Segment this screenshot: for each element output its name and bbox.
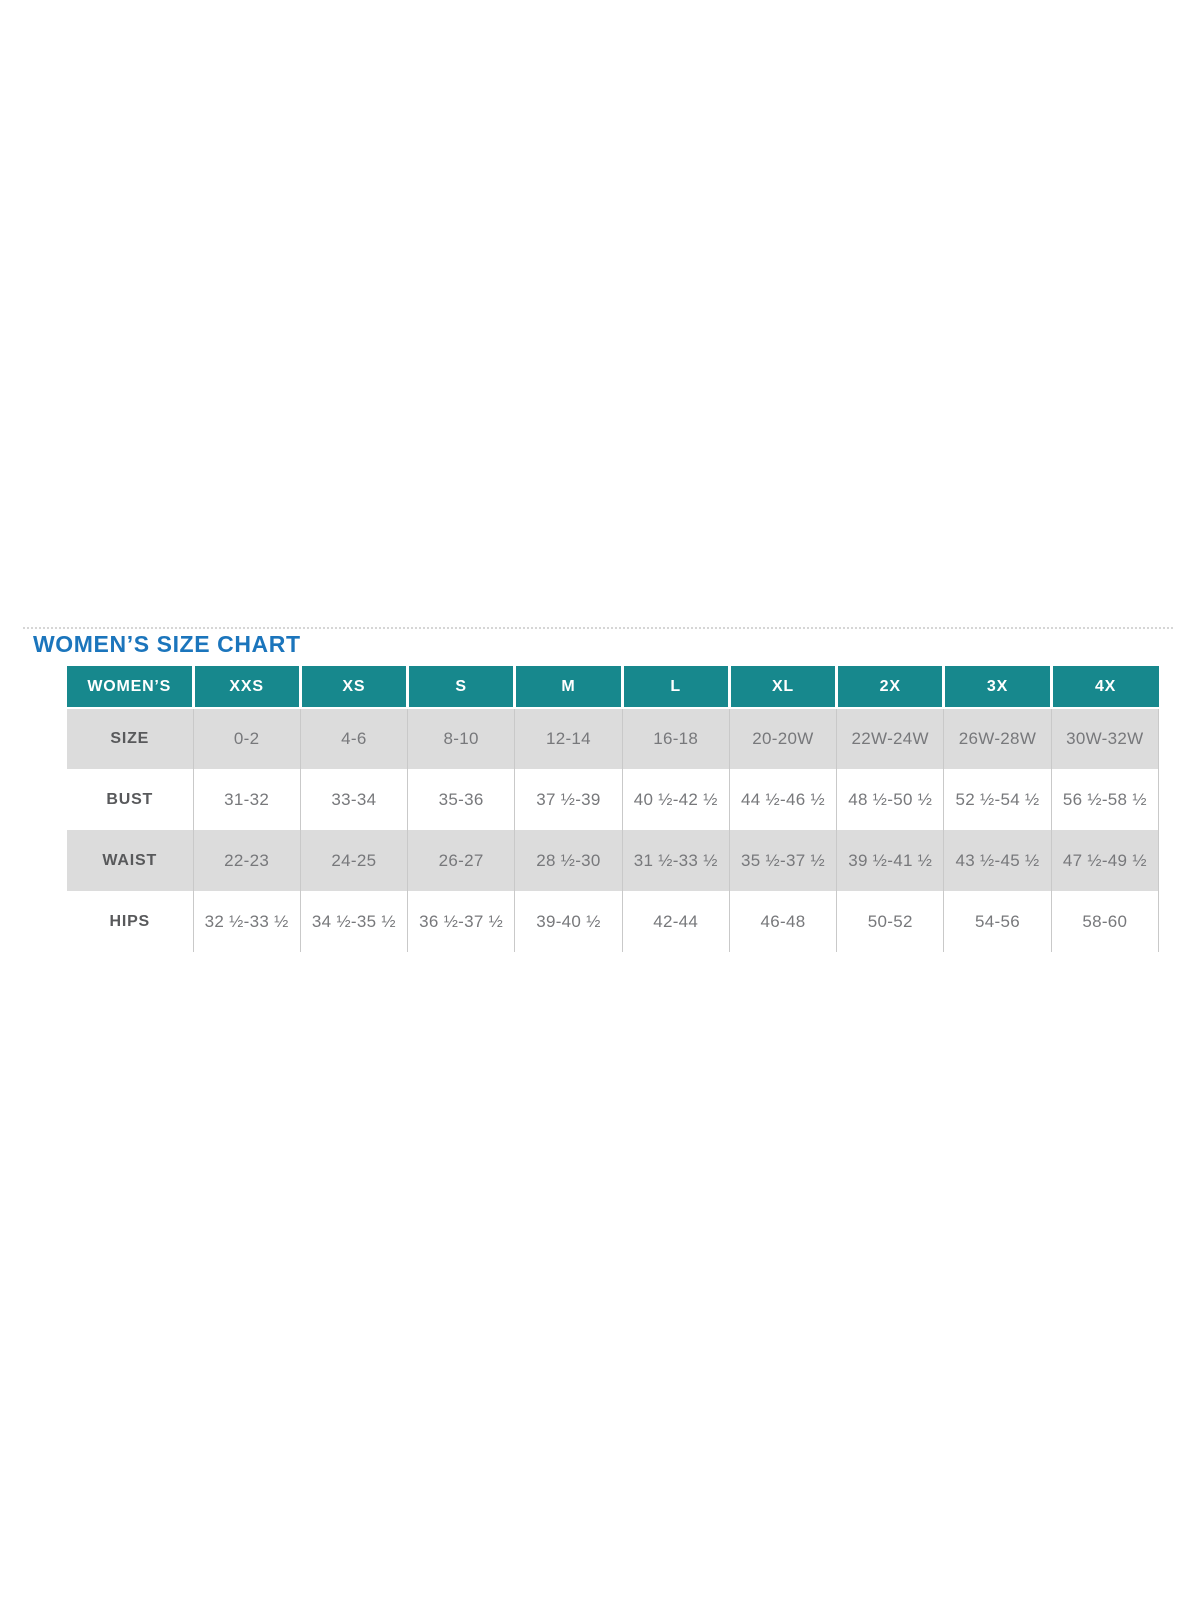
row-label: SIZE (110, 730, 150, 747)
table-cell: 34 ½-35 ½ (299, 891, 408, 952)
column-header: XL (729, 666, 839, 709)
table-cell: 39-40 ½ (514, 891, 623, 952)
table-cell: 50-52 (836, 891, 944, 952)
table-row: BUST 31-32 33-34 35-36 37 ½-39 40 ½-42 ½ 44 ½-… (67, 769, 1160, 830)
table-header: WOMEN’S XXS XS S M L XL 2X 3X 4X (67, 666, 1159, 709)
table-cell: 28 ½-30 (514, 830, 623, 891)
row-label: BUST (106, 790, 154, 808)
dotted-divider (23, 627, 1173, 629)
table-cell: 35 ½-37 ½ (728, 830, 837, 891)
table-cell: 16-18 (621, 708, 730, 769)
table-cell: 22-23 (192, 830, 301, 891)
table-cell: 58-60 (1050, 891, 1160, 952)
table-cell: 31 ½-33 ½ (621, 830, 730, 891)
table-cell: 42-44 (621, 891, 730, 952)
table-cell: 54-56 (943, 891, 1052, 952)
column-header: 2X (836, 666, 946, 709)
column-header: XS (300, 666, 410, 709)
table-cell: 20-20W (728, 708, 837, 769)
column-header: L (622, 666, 731, 709)
column-header: XXS (193, 666, 302, 709)
table-cell: 8-10 (407, 708, 515, 769)
table-cell: 39 ½-41 ½ (836, 830, 944, 891)
table-cell: 30W-32W (1050, 708, 1160, 769)
corner-header: WOMEN’S (67, 666, 195, 709)
column-header: 3X (943, 666, 1053, 709)
table-row: WAIST 22-23 24-25 26-27 28 ½-30 31 ½-33 ½ 35 ½… (67, 830, 1160, 891)
column-header: M (514, 666, 624, 709)
table-cell: 37 ½-39 (514, 769, 623, 830)
table-cell: 40 ½-42 ½ (621, 769, 730, 830)
table-row: SIZE 0-2 4-6 8-10 12-14 16-18 20-20W 22W-24W 26W… (67, 708, 1160, 769)
table-cell: 52 ½-54 ½ (943, 769, 1052, 830)
table-cell: 4-6 (299, 708, 408, 769)
table-cell: 26W-28W (943, 708, 1052, 769)
column-header: 4X (1051, 666, 1159, 709)
table-cell: 33-34 (299, 769, 408, 830)
header-row: WOMEN’S XXS XS S M L XL 2X 3X 4X (67, 666, 1159, 709)
table-cell: 26-27 (407, 830, 515, 891)
table-body: SIZE 0-2 4-6 8-10 12-14 16-18 20-20W 22W-24W 26W… (67, 708, 1160, 952)
column-header: S (407, 666, 517, 709)
table-cell: 0-2 (192, 708, 301, 769)
page-title: WOMEN’S SIZE CHART (33, 631, 301, 657)
table-cell: 35-36 (407, 769, 515, 830)
table-cell: 12-14 (514, 708, 623, 769)
table-cell: 22W-24W (836, 708, 944, 769)
row-label: WAIST (102, 851, 158, 869)
table-cell: 32 ½-33 ½ (192, 891, 301, 952)
table-cell: 48 ½-50 ½ (836, 769, 944, 830)
table-cell: 46-48 (728, 891, 837, 952)
table-cell: 43 ½-45 ½ (943, 830, 1052, 891)
table-cell: 24-25 (299, 830, 408, 891)
table-cell: 31-32 (192, 769, 301, 830)
table-cell: 56 ½-58 ½ (1050, 769, 1160, 830)
table-cell: 36 ½-37 ½ (407, 891, 515, 952)
womens-size-chart-table: WOMEN’S XXS XS S M L XL 2X 3X 4X SIZE 0-2 4-6 8-10 12… (67, 666, 1160, 952)
table-cell: 47 ½-49 ½ (1050, 830, 1160, 891)
row-label: HIPS (109, 912, 151, 930)
table-cell: 44 ½-46 ½ (728, 769, 837, 830)
table-row: HIPS 32 ½-33 ½ 34 ½-35 ½ 36 ½-37 ½ 39-40 ½ 42… (67, 891, 1160, 952)
